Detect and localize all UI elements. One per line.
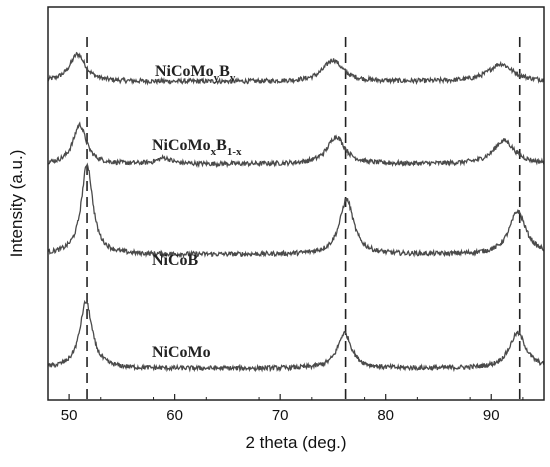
x-tick-label: 90: [483, 407, 500, 424]
series-label: NiCoB: [152, 252, 199, 269]
series-label-text: NiCoMo: [155, 63, 214, 80]
series-label: NiCoMo: [152, 344, 211, 361]
reference-lines: [86, 37, 521, 400]
series-label-text: B: [216, 137, 227, 154]
plot-frame: [47, 6, 545, 401]
series-line: [47, 51, 545, 86]
x-tick-label: 80: [377, 407, 394, 424]
x-tick-label: 50: [61, 407, 78, 424]
series-label-subscript: x: [211, 146, 217, 158]
series-label-subscript: y: [230, 72, 236, 84]
series-layer: [47, 51, 545, 373]
series-label-subscript: y: [214, 72, 220, 84]
y-axis-title: Intensity (a.u.): [7, 150, 26, 258]
x-axis: 50 60 70 80 90: [47, 394, 524, 424]
series-line: [47, 162, 545, 259]
series-label-text: B: [219, 63, 230, 80]
series-line: [47, 121, 545, 169]
series-label-text: NiCoMo: [152, 344, 211, 361]
x-tick-label: 70: [272, 407, 289, 424]
series-label: NiCoMoxB1-x: [152, 137, 242, 158]
x-axis-title: 2 theta (deg.): [245, 433, 346, 452]
series-label-text: NiCoB: [152, 252, 199, 269]
x-tick-label: 60: [166, 407, 183, 424]
series-label-text: NiCoMo: [152, 137, 211, 154]
series-label: NiCoMoyBy: [155, 63, 236, 84]
series-line: [47, 299, 545, 373]
series-label-subscript: 1-x: [227, 146, 242, 158]
